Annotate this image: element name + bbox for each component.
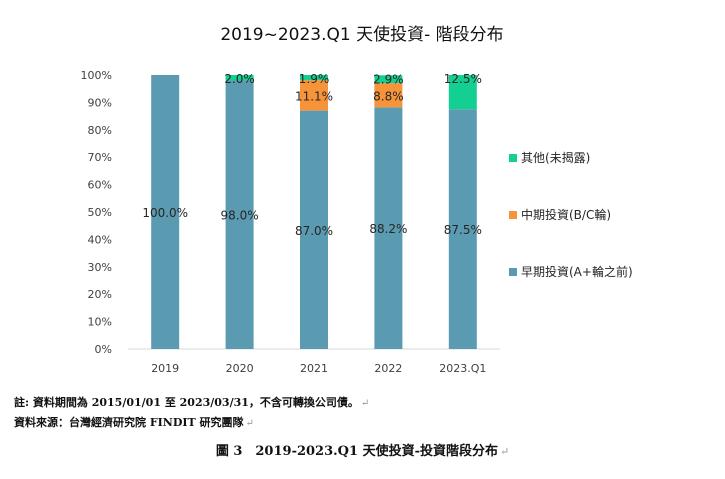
data-label: 98.0% <box>221 209 259 223</box>
x-axis: 2019 2020 2021 2022 2023.Q1 <box>151 362 486 375</box>
y-tick-label: 70% <box>88 151 112 164</box>
bar-segment <box>225 80 254 349</box>
y-tick-label: 10% <box>88 316 112 329</box>
y-tick-label: 0% <box>95 343 112 356</box>
y-axis: 0% 10% 20% 30% 40% 50% 60% 70% 80% 90% 100% <box>81 69 500 356</box>
data-label: 87.5% <box>444 223 482 237</box>
bars <box>151 75 477 350</box>
x-tick-label: 2021 <box>300 362 328 375</box>
bar-segment <box>225 75 254 81</box>
footnote-period-text: 註: 資料期間為 2015/01/01 至 2023/03/31，不含可轉換公司… <box>14 396 359 409</box>
data-label: 12.5% <box>444 72 482 86</box>
x-tick-label: 2022 <box>374 362 402 375</box>
y-tick-label: 80% <box>88 124 112 137</box>
data-label: 100.0% <box>142 206 188 220</box>
bar-segment <box>300 110 328 350</box>
bar-segment <box>300 75 328 81</box>
y-tick-label: 30% <box>88 261 112 274</box>
chart-title: 2019~2023.Q1 天使投資- 階段分布 <box>220 24 503 45</box>
data-label: 8.8% <box>373 89 404 103</box>
x-tick-label: 2020 <box>226 362 254 375</box>
return-mark: ↵ <box>245 418 254 429</box>
footnote-source-text: 資料來源：台灣經濟研究院 FINDIT 研究團隊 <box>14 416 244 429</box>
data-label: 88.2% <box>369 222 407 236</box>
y-tick-label: 90% <box>88 96 112 109</box>
legend: 其他(未揭露) 中期投資(B/C輪) 早期投資(A+輪之前) <box>509 150 633 279</box>
bar-segment <box>448 75 477 110</box>
legend-swatch <box>509 154 517 162</box>
data-label: 2.0% <box>224 72 255 86</box>
bar-segment <box>374 75 403 84</box>
y-tick-label: 50% <box>88 206 112 219</box>
legend-swatch <box>509 268 517 276</box>
data-label: 11.1% <box>295 89 333 103</box>
figure-caption: 圖 3 2019-2023.Q1 天使投資-投資階段分布 ↵ <box>0 440 725 459</box>
legend-label: 中期投資(B/C輪) <box>521 207 611 222</box>
legend-label: 早期投資(A+輪之前) <box>521 264 633 279</box>
figure-caption-text: 圖 3 2019-2023.Q1 天使投資-投資階段分布 <box>215 444 498 459</box>
legend-swatch <box>509 211 517 219</box>
return-mark: ↵ <box>499 445 510 458</box>
data-label: 87.0% <box>295 224 333 238</box>
data-label: 2.9% <box>373 72 404 86</box>
data-label: 1.9% <box>299 72 330 86</box>
chart: 2019~2023.Q1 天使投資- 階段分布 0% 10% 20% 30% 40% 50… <box>81 24 633 375</box>
bar-segment <box>151 75 180 349</box>
legend-label: 其他(未揭露) <box>521 150 590 165</box>
bar-segment <box>448 109 477 349</box>
y-tick-label: 20% <box>88 288 112 301</box>
x-tick-label: 2023.Q1 <box>439 362 486 375</box>
y-tick-label: 40% <box>88 233 112 246</box>
footnote-period: 註: 資料期間為 2015/01/01 至 2023/03/31，不含可轉換公司… <box>14 394 369 410</box>
footnote-source: 資料來源：台灣經濟研究院 FINDIT 研究團隊 ↵ <box>14 414 254 430</box>
y-tick-label: 100% <box>81 69 112 82</box>
bar-segment <box>374 83 403 108</box>
return-mark: ↵ <box>360 398 370 409</box>
bar-segment <box>300 80 328 111</box>
data-labels: 100.0% 98.0% 2.0% 87.0% 11.1% 1.9% 88.2% 8.8% 2.… <box>142 72 482 238</box>
y-tick-label: 60% <box>88 179 112 192</box>
x-tick-label: 2019 <box>151 362 179 375</box>
bar-segment <box>374 107 403 349</box>
